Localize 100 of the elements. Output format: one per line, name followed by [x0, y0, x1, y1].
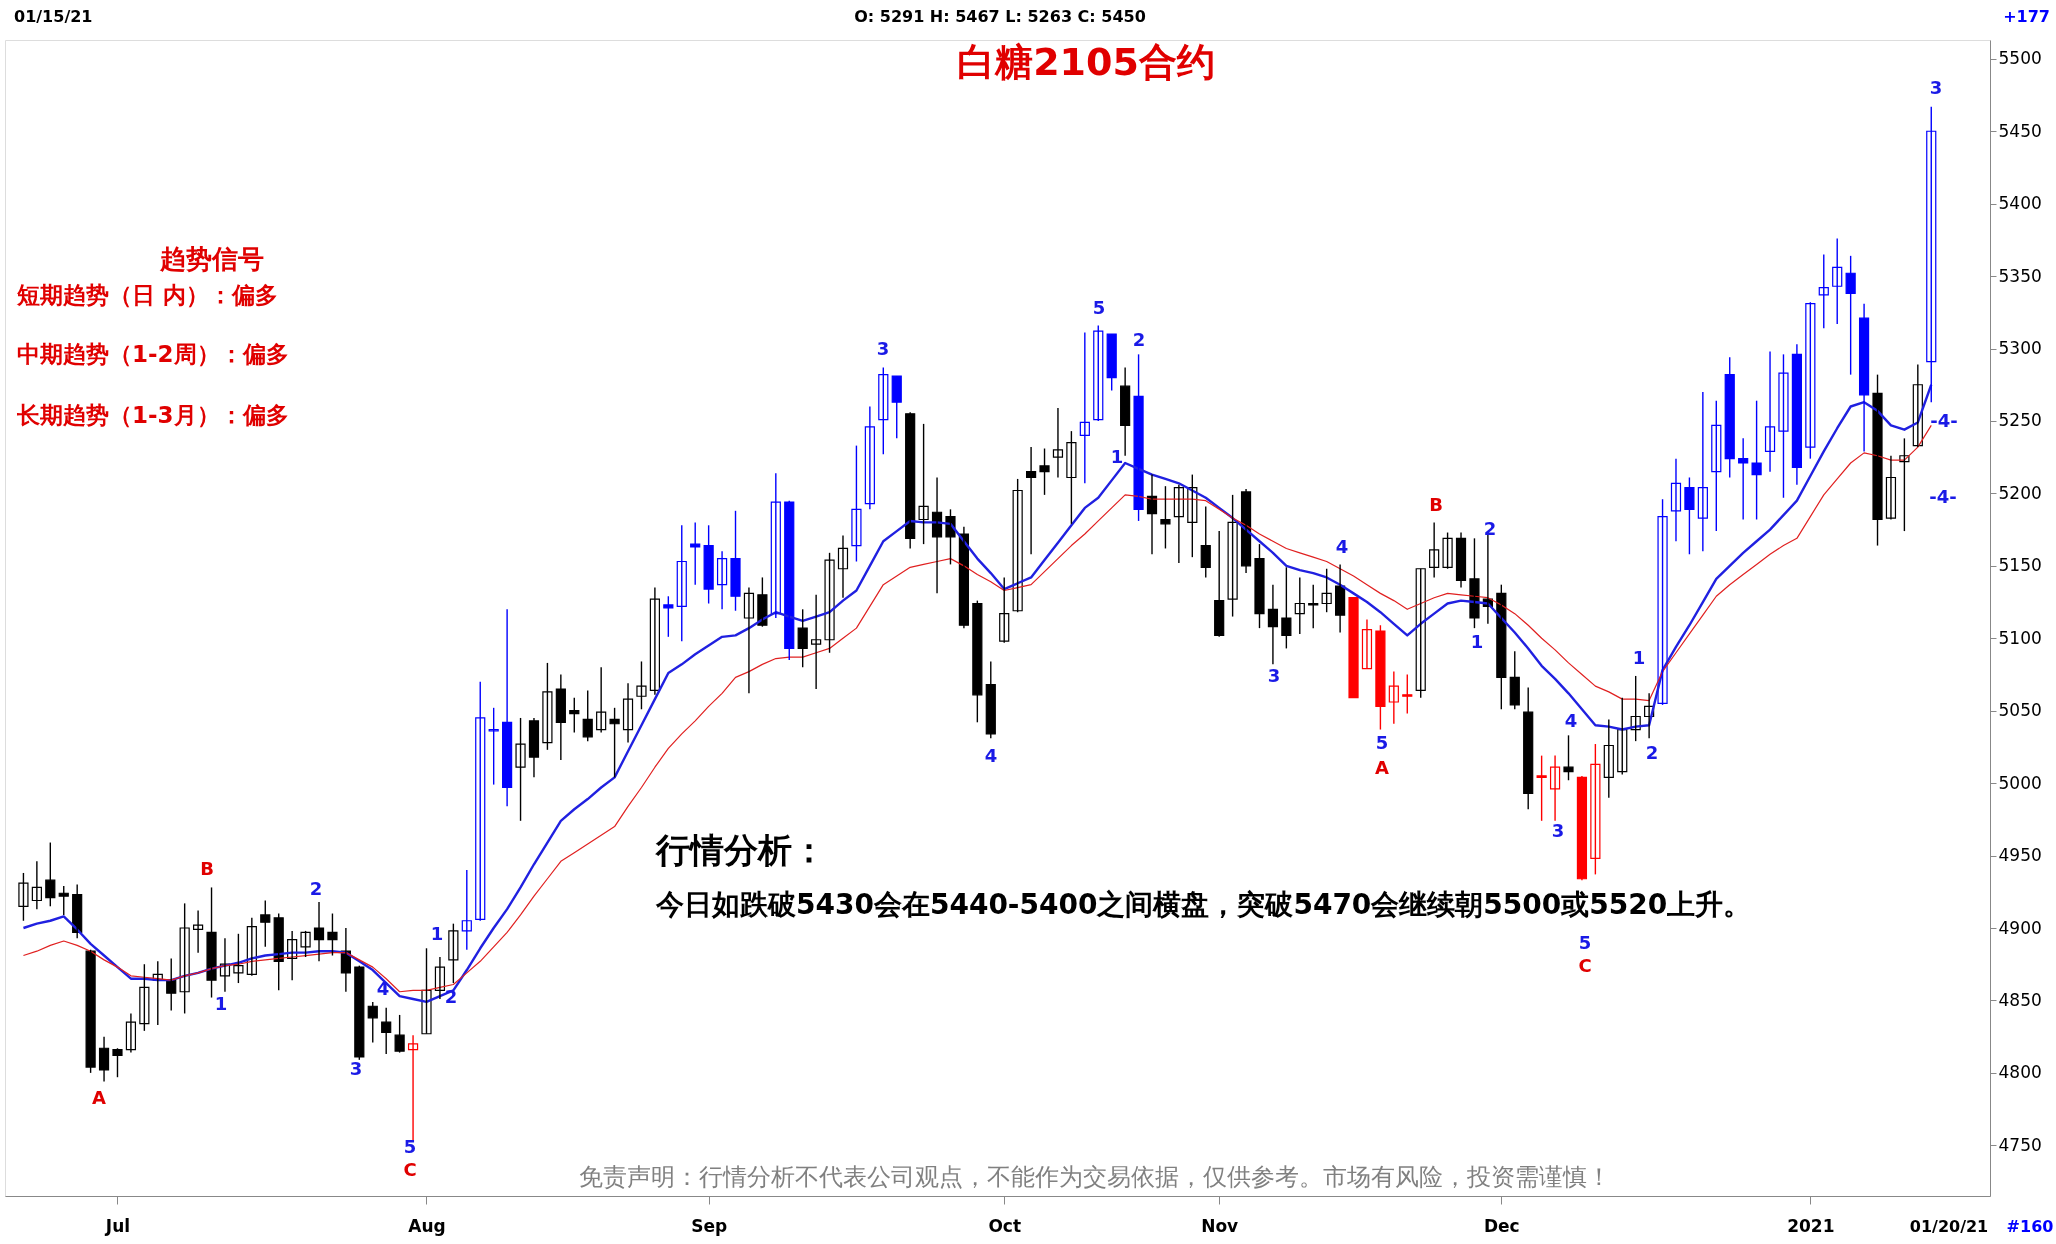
annotation: 免责声明：行情分析不代表公司观点，不能作为交易依据，仅供参考。市场有风险，投资需谨慎！: [579, 1163, 1611, 1191]
text: #160: [2006, 1217, 2054, 1236]
annotation: B: [1429, 494, 1443, 515]
x-tick-label: Oct: [988, 1215, 1022, 1236]
candlestick: [1818, 253, 1829, 329]
y-tick-label: 4850: [1998, 989, 2042, 1010]
annotation: 3: [1929, 77, 1943, 98]
candlestick: [421, 947, 432, 1035]
candlestick: [488, 707, 499, 786]
annotation: 2: [1132, 329, 1146, 350]
candlestick: [1657, 498, 1668, 706]
candlestick: [636, 660, 647, 710]
y-tick-label: 5450: [1998, 120, 2042, 141]
y-tick-label: 5400: [1998, 193, 2042, 214]
candlestick: [394, 1014, 405, 1054]
y-tick-label: 5050: [1998, 700, 2042, 721]
y-tick-label: 5500: [1998, 48, 2042, 69]
x-tick-label: Jul: [104, 1215, 131, 1236]
chart-title: 白糖2105合约: [957, 40, 1215, 84]
annotation: 3: [876, 338, 890, 359]
x-tick-label: Sep: [691, 1215, 728, 1236]
y-tick-label: 5150: [1998, 555, 2042, 576]
candlestick: [18, 872, 29, 922]
candlestick: [1308, 583, 1319, 629]
x-tick-label: 2021: [1787, 1215, 1835, 1236]
annotation: 1: [1632, 647, 1646, 668]
annotation: 3: [349, 1058, 363, 1079]
candlestick: [1402, 673, 1413, 715]
candlestick: [1254, 543, 1265, 629]
candlestick: [824, 552, 835, 654]
annotation: -4-: [1930, 410, 1958, 431]
y-tick-label: 4750: [1998, 1134, 2042, 1155]
text: 01/15/21: [14, 7, 93, 26]
candlestick: [300, 930, 311, 958]
y-tick-label: 5300: [1998, 338, 2042, 359]
annotation: 2: [1645, 742, 1659, 763]
annotation: A: [1375, 757, 1390, 778]
candlestick: [1160, 485, 1171, 550]
annotation: B: [200, 858, 214, 879]
candlestick: [1536, 754, 1547, 822]
text: 01/20/21: [1909, 1217, 1989, 1236]
annotation: A: [92, 1087, 107, 1108]
candlestick: [1348, 597, 1359, 699]
candlestick: [891, 375, 902, 440]
annotation: -4-: [1929, 486, 1957, 507]
y-tick-label: 5100: [1998, 627, 2042, 648]
candlestick: [1442, 531, 1453, 570]
candlestick: [797, 608, 808, 668]
candlestick: [1469, 537, 1480, 629]
annotation: 行情分析：: [655, 830, 826, 870]
annotation: 中期趋势（1-2周）：偏多: [17, 341, 289, 367]
candlestick: [609, 707, 620, 779]
annotation: 4: [984, 745, 998, 766]
candlestick: [139, 963, 150, 1032]
candlestick: [542, 662, 553, 751]
annotation: 3: [1267, 665, 1281, 686]
candlestick: [1227, 494, 1238, 618]
candlestick: [690, 521, 701, 586]
annotation: 2: [1483, 518, 1497, 539]
annotation: 3: [1551, 820, 1565, 841]
candlestick: [1872, 373, 1883, 547]
annotation: 1: [214, 993, 228, 1014]
candlestick: [1039, 447, 1050, 496]
annotation: 1: [430, 923, 444, 944]
candlestick: [1281, 566, 1292, 650]
x-tick-label: Aug: [408, 1215, 446, 1236]
candlestick: [1684, 476, 1695, 555]
y-tick-label: 4950: [1998, 845, 2042, 866]
x-tick-label: Nov: [1201, 1215, 1239, 1236]
candlestick: [112, 1047, 123, 1078]
candlestick: [85, 949, 96, 1074]
candlestick: [58, 885, 69, 916]
candlestick: [851, 444, 862, 563]
annotation: 1: [1110, 446, 1124, 467]
candlestick: [1563, 734, 1574, 781]
y-tick-label: 5350: [1998, 265, 2042, 286]
y-tick-label: 5000: [1998, 772, 2042, 793]
annotation: 5: [1578, 932, 1592, 953]
candlestick: [1066, 430, 1077, 525]
annotation: 4: [1335, 536, 1349, 557]
candlestick: [663, 595, 674, 638]
y-tick-label: 5250: [1998, 410, 2042, 431]
annotation: 5: [1092, 297, 1106, 318]
annotation: 4: [376, 978, 390, 999]
candlestick: [515, 717, 526, 822]
candlestick: [448, 922, 459, 984]
candlestick: [757, 576, 768, 628]
candlestick: [327, 912, 338, 957]
y-tick-label: 4800: [1998, 1062, 2042, 1083]
y-tick-label: 4900: [1998, 917, 2042, 938]
candlestick: [233, 933, 244, 984]
annotation: 长期趋势（1-3月）：偏多: [16, 402, 289, 428]
annotation: 5: [403, 1136, 417, 1157]
annotation: 短期趋势（日 内）：偏多: [16, 282, 279, 308]
annotation: 5: [1375, 732, 1389, 753]
candlestick: [569, 696, 580, 734]
candlestick: [1133, 353, 1144, 522]
annotation: C: [1578, 955, 1592, 976]
candlestick: [260, 899, 271, 948]
y-tick-label: 5200: [1998, 482, 2042, 503]
